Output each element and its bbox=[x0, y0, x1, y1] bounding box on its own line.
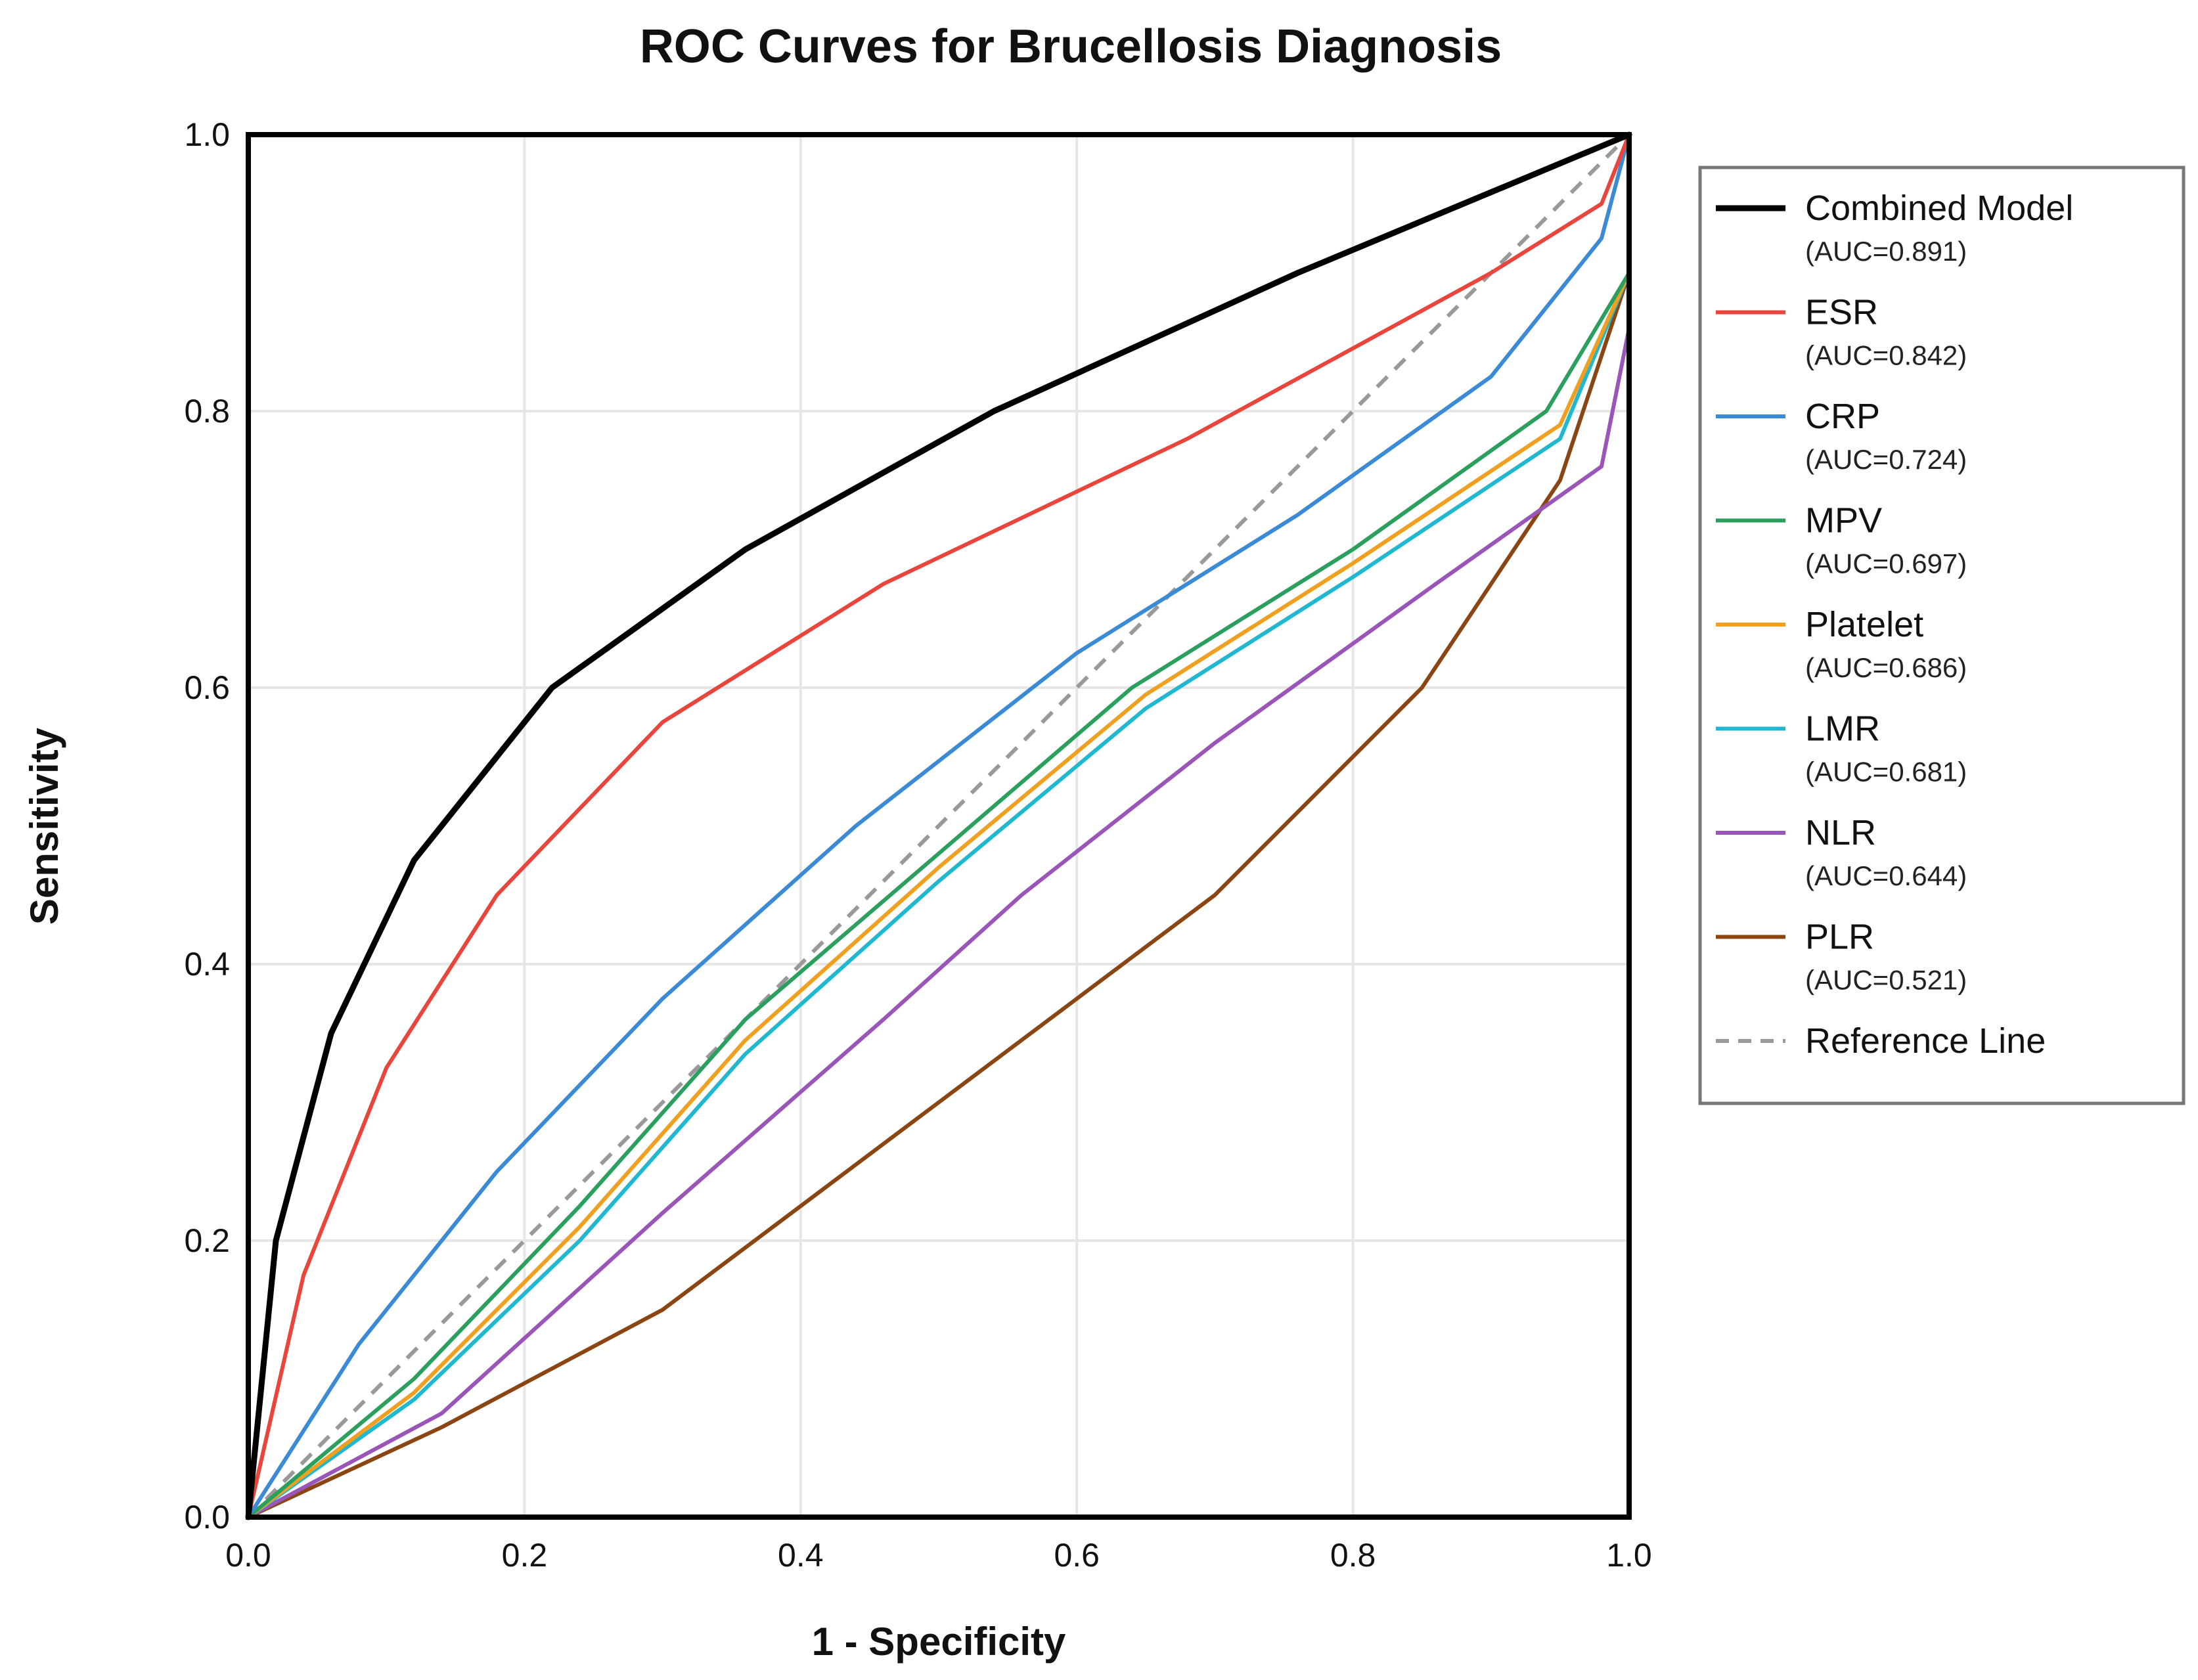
legend-auc-lmr: (AUC=0.681) bbox=[1805, 757, 1967, 787]
legend-label-mpv: MPV bbox=[1805, 501, 1882, 541]
x-tick-label: 0.2 bbox=[502, 1537, 548, 1574]
legend-auc-platelet: (AUC=0.686) bbox=[1805, 652, 1967, 683]
series-line-mpv bbox=[246, 271, 1631, 1519]
legend-auc-combined-model: (AUC=0.891) bbox=[1805, 236, 1967, 267]
legend-label-esr: ESR bbox=[1805, 293, 1878, 332]
tick-labels: 0.0 0.2 0.4 0.6 0.8 1.0 0.0 0.2 0.4 0.6 0.8 1.0 bbox=[184, 116, 1651, 1574]
legend-label-platelet: Platelet bbox=[1805, 605, 1923, 644]
legend-auc-esr: (AUC=0.842) bbox=[1805, 340, 1967, 371]
legend-label-reference-line: Reference Line bbox=[1805, 1021, 2046, 1061]
legend-auc-crp: (AUC=0.724) bbox=[1805, 444, 1967, 475]
y-tick-label: 0.8 bbox=[184, 393, 230, 430]
x-tick-label: 1.0 bbox=[1606, 1537, 1652, 1574]
series-layer bbox=[245, 131, 1632, 1520]
x-tick-label: 0.0 bbox=[225, 1537, 271, 1574]
y-tick-label: 0.4 bbox=[184, 946, 230, 983]
series-line-combined-model bbox=[245, 131, 1632, 1520]
x-tick-label: 0.6 bbox=[1054, 1537, 1100, 1574]
series-line-platelet bbox=[246, 271, 1631, 1519]
legend-auc-plr: (AUC=0.521) bbox=[1805, 965, 1967, 996]
legend: Combined Model (AUC=0.891) ESR (AUC=0.842) C… bbox=[1698, 166, 2186, 1105]
legend-box bbox=[1698, 166, 2186, 1105]
legend-label-nlr: NLR bbox=[1805, 813, 1876, 852]
legend-label-crp: CRP bbox=[1805, 397, 1880, 436]
series-line-crp bbox=[246, 133, 1631, 1519]
legend-label-combined-model: Combined Model bbox=[1805, 188, 2073, 228]
chart-title: ROC Curves for Brucellosis Diagnosis bbox=[640, 20, 1502, 73]
y-tick-label: 0.6 bbox=[184, 669, 230, 706]
legend-auc-mpv: (AUC=0.697) bbox=[1805, 548, 1967, 579]
y-axis-label: Sensitivity bbox=[22, 727, 66, 925]
x-tick-label: 0.8 bbox=[1330, 1537, 1376, 1574]
y-tick-label: 1.0 bbox=[184, 116, 230, 153]
y-tick-label: 0.2 bbox=[184, 1222, 230, 1259]
legend-label-lmr: LMR bbox=[1805, 709, 1880, 749]
plot-frame bbox=[246, 132, 1632, 1520]
x-axis-label: 1 - Specificity bbox=[812, 1620, 1066, 1664]
x-tick-label: 0.4 bbox=[778, 1537, 824, 1574]
y-tick-label: 0.0 bbox=[184, 1499, 230, 1536]
series-line-nlr bbox=[246, 326, 1631, 1519]
legend-label-plr: PLR bbox=[1805, 917, 1874, 957]
series-line-lmr bbox=[246, 271, 1631, 1519]
legend-auc-nlr: (AUC=0.644) bbox=[1805, 860, 1967, 891]
series-line-reference-line bbox=[246, 133, 1631, 1519]
series-line-esr bbox=[246, 133, 1631, 1519]
series-line-plr bbox=[246, 271, 1631, 1519]
